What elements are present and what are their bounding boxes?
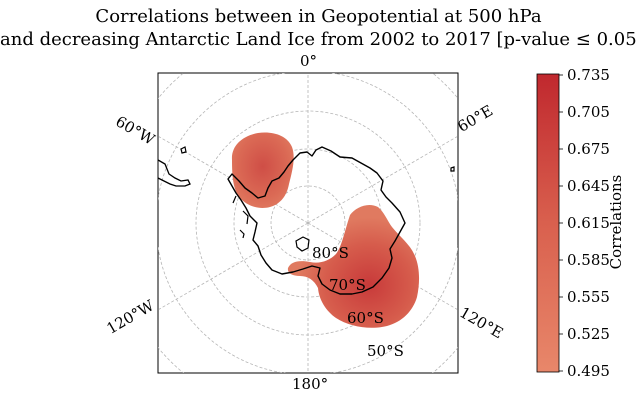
peninsula-fragments — [232, 195, 249, 239]
latitude-label-60s: 60°S — [347, 309, 384, 327]
figure-title-line1: Correlations between in Geopotential at … — [95, 6, 542, 27]
south-america-coastline — [158, 159, 191, 187]
colorbar-tick-label: 0.735 — [567, 66, 610, 84]
antarctica-coastline — [227, 146, 406, 295]
longitude-label-bottom: 180° — [292, 375, 329, 393]
figure-title-line2: and decreasing Antarctic Land Ice from 2… — [0, 29, 637, 50]
colorbar-tick-label: 0.495 — [567, 362, 610, 380]
colorbar-tick-label: 0.675 — [567, 140, 610, 158]
latitude-label-80s: 80°S — [312, 244, 349, 262]
colorbar — [536, 73, 560, 373]
colorbar-tick-label: 0.555 — [567, 288, 610, 306]
colorbar-tick-label: 0.705 — [567, 103, 610, 121]
falkland-islands — [180, 146, 187, 154]
latitude-label-70s: 70°S — [329, 276, 366, 294]
ross-ice-shelf-coast — [295, 236, 310, 252]
kerguelen-island — [450, 166, 455, 172]
latitude-label-50s: 50°S — [367, 342, 404, 360]
colorbar-tick-label: 0.525 — [567, 325, 610, 343]
colorbar-tick-label: 0.645 — [567, 177, 610, 195]
colorbar-tick-label: 0.615 — [567, 214, 610, 232]
correlation-region-east — [287, 204, 420, 328]
colorbar-label: Correlations — [607, 174, 625, 270]
longitude-label-top: 0° — [300, 52, 318, 70]
colorbar-tick-label: 0.585 — [567, 251, 610, 269]
colorbar-ticks — [559, 74, 563, 372]
